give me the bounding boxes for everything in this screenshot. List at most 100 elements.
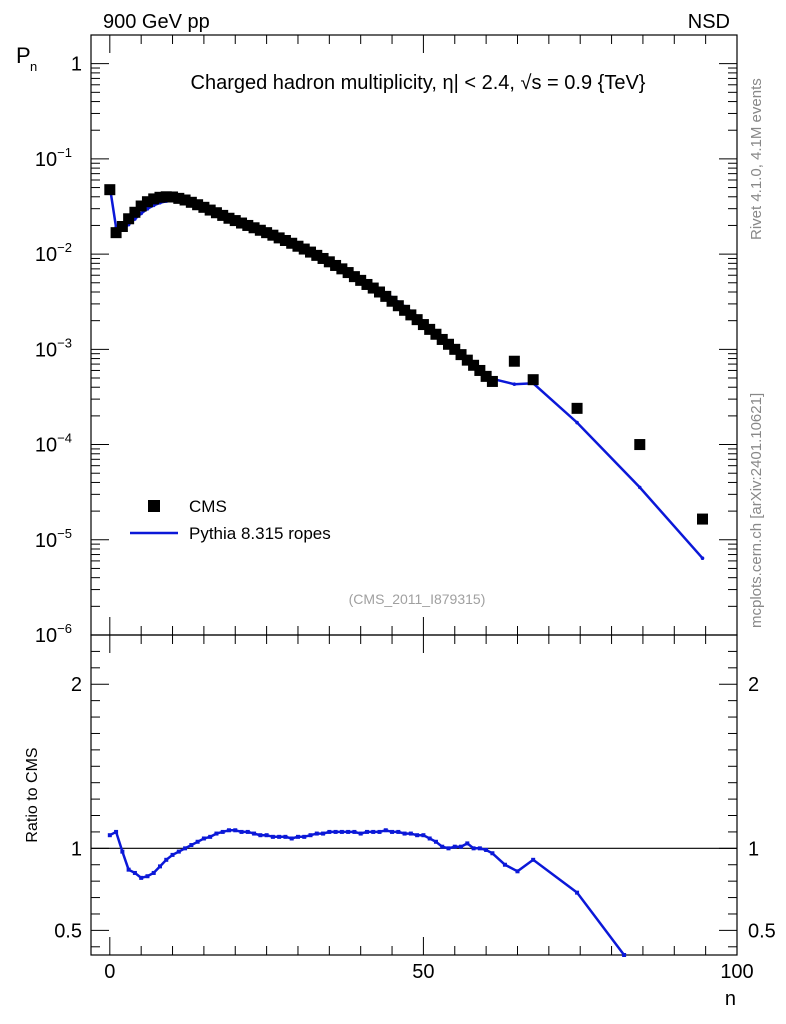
cms-data-point bbox=[411, 314, 423, 326]
ratio-point bbox=[295, 834, 300, 839]
cms-data-point bbox=[160, 191, 172, 203]
ratio-point bbox=[132, 870, 137, 875]
x-tick-label: 50 bbox=[412, 961, 434, 983]
ratio-point bbox=[145, 874, 150, 879]
ratio-point bbox=[170, 852, 175, 857]
ratio-point bbox=[302, 834, 307, 839]
ratio-point bbox=[408, 831, 413, 836]
chart-title: Charged hadron multiplicity, η| < 2.4, √… bbox=[191, 72, 646, 94]
ratio-point bbox=[471, 846, 476, 851]
cms-data-point bbox=[330, 259, 342, 271]
ratio-point bbox=[258, 833, 263, 838]
cms-data-point bbox=[279, 234, 291, 246]
cms-data-point bbox=[342, 267, 354, 279]
ratio-point bbox=[214, 831, 219, 836]
ratio-point bbox=[352, 829, 357, 834]
ratio-y-tick-label-left: 1 bbox=[71, 838, 82, 860]
cms-data-point bbox=[223, 212, 235, 224]
cms-data-point bbox=[129, 206, 141, 218]
ratio-point bbox=[120, 849, 125, 854]
ratio-point bbox=[252, 831, 257, 836]
ratio-point bbox=[339, 829, 344, 834]
ratio-point bbox=[465, 841, 470, 846]
cms-data-point bbox=[135, 200, 147, 212]
ratio-point bbox=[383, 828, 388, 833]
cms-data-point bbox=[634, 439, 646, 451]
ratio-point bbox=[364, 829, 369, 834]
ratio-point bbox=[195, 839, 200, 844]
ratio-point bbox=[421, 833, 426, 838]
cms-data-point bbox=[148, 193, 160, 205]
ratio-point bbox=[415, 833, 420, 838]
cms-data-point bbox=[380, 290, 392, 302]
ratio-point bbox=[502, 862, 507, 867]
main-panel-frame bbox=[90, 34, 738, 636]
ratio-y-tick-label-right: 0.5 bbox=[748, 920, 776, 942]
cms-data-point bbox=[116, 220, 128, 232]
cms-data-point bbox=[173, 192, 185, 204]
ratio-point bbox=[283, 834, 288, 839]
main-y-tick-label: 10−6 bbox=[35, 621, 72, 647]
cms-data-point bbox=[210, 207, 222, 219]
cms-data-point bbox=[167, 191, 179, 203]
cms-data-point bbox=[217, 209, 229, 221]
rivet-label: Rivet 4.1.0, 4.1M events bbox=[748, 78, 765, 240]
ratio-y-tick-label-right: 1 bbox=[748, 838, 759, 860]
ratio-point bbox=[452, 844, 457, 849]
pythia-point bbox=[637, 485, 642, 490]
cms-data-point bbox=[273, 232, 285, 244]
cms-data-point bbox=[424, 323, 436, 335]
cms-data-point bbox=[198, 201, 210, 213]
ratio-point bbox=[107, 833, 112, 838]
ratio-panel-frame bbox=[90, 634, 738, 956]
ratio-point bbox=[264, 833, 269, 838]
ratio-point bbox=[245, 829, 250, 834]
ratio-point bbox=[477, 846, 482, 851]
cms-data-point bbox=[367, 282, 379, 294]
cms-data-point bbox=[392, 300, 404, 312]
cms-data-point bbox=[242, 219, 254, 231]
cms-data-point bbox=[486, 375, 498, 387]
cms-data-point bbox=[192, 199, 204, 211]
cms-data-point bbox=[229, 215, 241, 227]
cms-data-point bbox=[361, 278, 373, 290]
ratio-point bbox=[321, 831, 326, 836]
ratio-point bbox=[151, 870, 156, 875]
cms-data-point bbox=[261, 227, 273, 239]
ratio-point bbox=[308, 833, 313, 838]
cms-data-point bbox=[248, 222, 260, 234]
cms-data-point bbox=[386, 295, 398, 307]
ratio-point bbox=[327, 829, 332, 834]
cms-data-point bbox=[355, 274, 367, 286]
cms-data-point bbox=[185, 196, 197, 208]
ratio-point bbox=[433, 839, 438, 844]
main-y-tick-label: 1 bbox=[71, 54, 82, 76]
cms-data-point bbox=[204, 204, 216, 216]
cms-data-point bbox=[449, 343, 461, 355]
ratio-point bbox=[239, 829, 244, 834]
ratio-point bbox=[201, 836, 206, 841]
ratio-point bbox=[346, 829, 351, 834]
ratio-point bbox=[157, 864, 162, 869]
cms-data-point bbox=[455, 349, 467, 361]
x-axis-label: n bbox=[725, 988, 736, 1010]
analysis-label: (CMS_2011_I879315) bbox=[349, 591, 486, 607]
legend-cms-marker bbox=[148, 500, 160, 512]
ratio-point bbox=[427, 836, 432, 841]
ratio-point bbox=[114, 829, 119, 834]
ratio-point bbox=[208, 834, 213, 839]
main-ylabel-sub: n bbox=[30, 59, 37, 74]
legend-cms-label: CMS bbox=[189, 497, 227, 516]
ratio-point bbox=[176, 849, 181, 854]
cms-data-point bbox=[236, 217, 248, 229]
ratio-y-tick-label-left: 2 bbox=[71, 674, 82, 696]
ratio-point bbox=[575, 890, 580, 895]
source-label: mcplots.cern.ch [arXiv:2401.10621] bbox=[748, 393, 765, 628]
cms-data-point bbox=[374, 286, 386, 298]
ratio-point bbox=[484, 847, 489, 852]
main-ylabel: P bbox=[16, 43, 31, 68]
cms-data-point bbox=[141, 196, 153, 208]
cms-data-point bbox=[336, 263, 348, 275]
ratio-point bbox=[358, 831, 363, 836]
